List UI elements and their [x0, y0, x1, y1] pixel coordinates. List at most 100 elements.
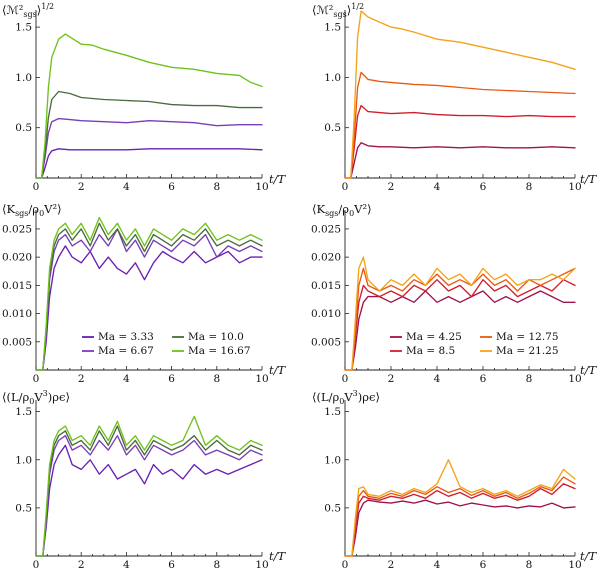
- x-tick-label: 6: [480, 181, 487, 193]
- x-tick-label: 10: [568, 559, 581, 569]
- x-tick-label: 0: [33, 181, 40, 193]
- series-line-16.67: [35, 33, 263, 179]
- x-tick-label: 10: [255, 181, 268, 193]
- x-tick-label: 4: [434, 559, 441, 569]
- y-tick-label: 1.5: [324, 406, 341, 418]
- x-tick-label: 8: [526, 181, 533, 193]
- y-tick-label: 1.0: [324, 454, 341, 466]
- x-tick-label: 4: [123, 559, 130, 569]
- ticks-row3-left: 0 2 4 6 8 10 0.5 1.0 1.5: [15, 406, 268, 569]
- y-tick-label: 0.5: [15, 122, 32, 134]
- series-line-3.33: [35, 245, 263, 371]
- legend-label: Ma = 3.33: [98, 331, 154, 343]
- ylabel-eps-left: ⟨(L/ρ0V3)ρϵ⟩: [2, 389, 70, 406]
- x-tick-label: 2: [388, 373, 395, 385]
- x-tick-label: 4: [434, 373, 441, 385]
- series-line-21.25: [344, 10, 576, 179]
- legend-row2-left: Ma = 3.33 Ma = 10.0 Ma = 6.67 Ma = 16.67: [82, 331, 251, 357]
- y-tick-label: 1.5: [324, 22, 341, 34]
- series-row1-right: [344, 10, 576, 179]
- series-line-21.25: [344, 459, 576, 557]
- y-tick-label: 0.020: [311, 252, 341, 264]
- x-tick-label: 2: [78, 559, 85, 569]
- y-tick-label: 0.010: [311, 308, 341, 320]
- series-line-4.25: [344, 290, 576, 371]
- x-tick-label: 4: [123, 181, 130, 193]
- x-tick-label: 10: [568, 373, 581, 385]
- y-tick-label: 1.5: [15, 406, 32, 418]
- x-tick-label: 4: [434, 181, 441, 193]
- x-tick-label: 2: [78, 373, 85, 385]
- x-tick-label: 10: [255, 559, 268, 569]
- series-line-4.25: [344, 499, 576, 557]
- legend-label: Ma = 8.5: [406, 345, 455, 357]
- legend-label: Ma = 21.25: [496, 345, 559, 357]
- y-tick-label: 0.005: [311, 336, 341, 348]
- x-tick-label: 6: [480, 373, 487, 385]
- y-tick-label: 0.020: [2, 252, 32, 264]
- series-row2-right: [344, 256, 576, 371]
- x-tick-label: 6: [168, 181, 175, 193]
- legend-label: Ma = 4.25: [406, 331, 462, 343]
- ylabel-eps-right: ⟨(L/ρ0V3)ρϵ⟩: [312, 389, 380, 406]
- x-tick-label: 6: [168, 559, 175, 569]
- y-tick-label: 0.015: [2, 280, 32, 292]
- x-tick-label: 0: [342, 559, 349, 569]
- x-tick-label: 6: [480, 559, 487, 569]
- x-tick-label: 0: [33, 373, 40, 385]
- series-line-3.33: [35, 148, 263, 179]
- x-tick-label: 8: [213, 373, 220, 385]
- panel-row2-left: ⟨Ksgs/ρ0V²⟩ 0 2 4 6 8 100.0050.0100.0150.0200…: [2, 202, 287, 385]
- ylabel-ksgs-right: ⟨Ksgs/ρ0V²⟩: [312, 202, 372, 218]
- series-line-6.67: [35, 435, 263, 557]
- ticks-row1-left: 0 2 4 6 8 10 0.5 1.0 1.5: [15, 22, 268, 193]
- series-line-4.25: [344, 142, 576, 179]
- series-row3-right: [344, 459, 576, 557]
- xlabel-row1-right: t/T: [580, 172, 597, 186]
- series-line-10.0: [35, 90, 263, 179]
- series-line-16.67: [35, 216, 263, 371]
- xlabel-row1-left: t/T: [269, 172, 286, 186]
- y-tick-label: 0.025: [2, 223, 32, 235]
- xlabel-row3-right: t/T: [580, 549, 597, 563]
- x-tick-label: 8: [213, 181, 220, 193]
- y-tick-label: 0.025: [311, 223, 341, 235]
- x-tick-label: 2: [78, 181, 85, 193]
- ylabel-mach-right: ⟨ℳ²sgs⟩1/2: [312, 2, 364, 19]
- series-line-6.67: [35, 228, 263, 371]
- legend-label: Ma = 16.67: [188, 345, 251, 357]
- y-tick-label: 0.010: [2, 308, 32, 320]
- series-line-6.67: [35, 117, 263, 179]
- x-tick-label: 8: [526, 373, 533, 385]
- series-line-8.5: [344, 483, 576, 557]
- panel-row1-right: ⟨ℳ²sgs⟩1/2 0 2 4 6 8 10 0.5 1.0 1.5 t/T: [312, 2, 597, 193]
- series-line-10.0: [35, 425, 263, 557]
- ticks-row2-right: 0 2 4 6 8 10 0.005 0.010 0.015 0.020 0.025: [311, 223, 582, 385]
- y-tick-label: 0.005: [2, 336, 32, 348]
- xlabel-row2-left: t/T: [269, 363, 286, 377]
- y-tick-label: 1.0: [15, 454, 32, 466]
- series-line-8.5: [344, 104, 576, 179]
- legend-label: Ma = 12.75: [496, 331, 559, 343]
- series-line-8.5: [344, 279, 576, 371]
- panel-row3-right: ⟨(L/ρ0V3)ρϵ⟩ 0 2 4 6 8 10 0.5 1.0 1.5 t/T: [312, 389, 597, 569]
- x-tick-label: 10: [255, 373, 268, 385]
- x-tick-label: 0: [342, 181, 349, 193]
- panel-row2-right: ⟨Ksgs/ρ0V²⟩ 0 2 4 6 8 100.0050.0100.0150.0200…: [311, 202, 598, 385]
- series-line-3.33: [35, 444, 263, 557]
- series-line-12.75: [344, 476, 576, 557]
- panel-row3-left: ⟨(L/ρ0V3)ρϵ⟩ 0 2 4 6 8 10 0.5 1.0 1.5 t/T: [2, 389, 286, 569]
- ticks-row2-left: 0 2 4 6 8 10 0.005 0.010 0.015 0.020 0.025: [2, 223, 269, 385]
- ylabel-mach-left: ⟨ℳ²sgs⟩1/2: [2, 2, 54, 19]
- series-row2-left: [35, 216, 263, 371]
- xlabel-row3-left: t/T: [269, 549, 286, 563]
- series-row3-left: [35, 415, 263, 557]
- y-tick-label: 1.5: [15, 22, 32, 34]
- y-tick-label: 0.015: [311, 280, 341, 292]
- x-tick-label: 10: [568, 181, 581, 193]
- y-tick-label: 1.0: [324, 72, 341, 84]
- x-tick-label: 8: [526, 559, 533, 569]
- ylabel-ksgs-left: ⟨Ksgs/ρ0V²⟩: [2, 202, 62, 218]
- x-tick-label: 2: [388, 181, 395, 193]
- x-tick-label: 0: [342, 373, 349, 385]
